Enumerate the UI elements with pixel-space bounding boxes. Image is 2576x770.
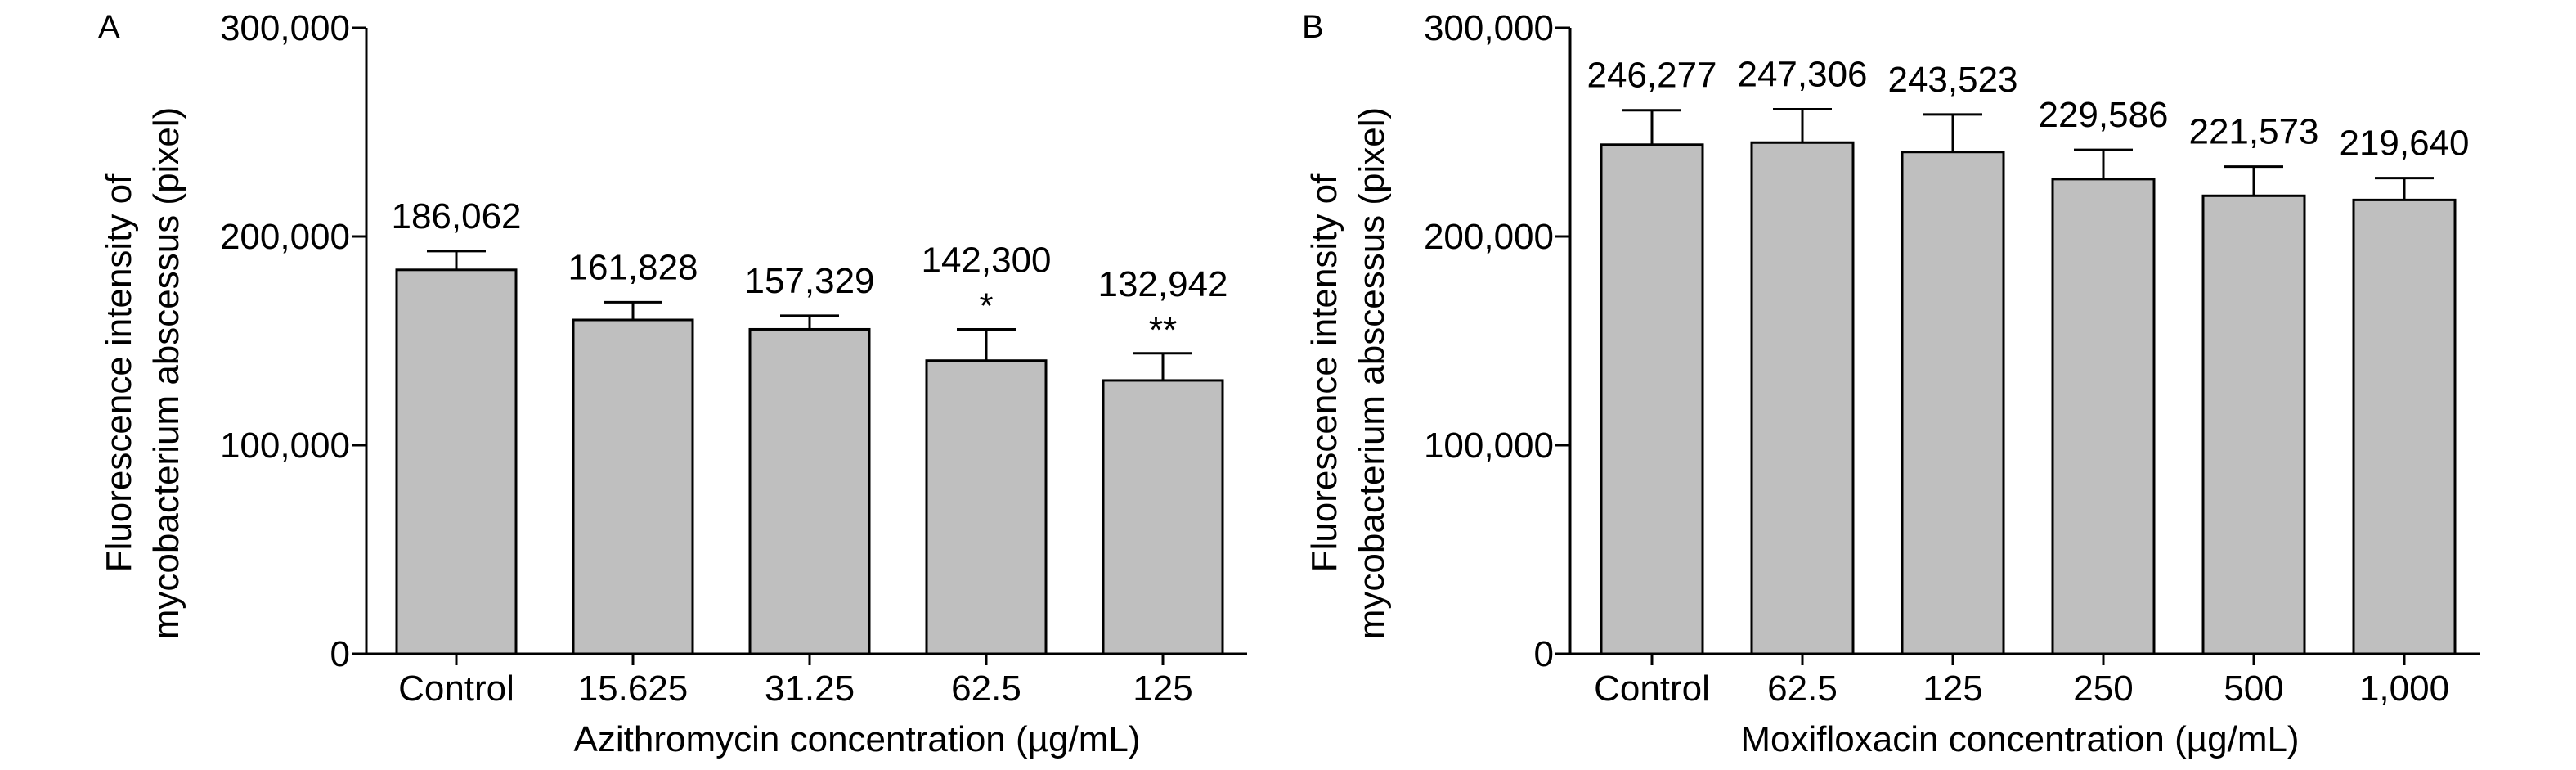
bar [1600, 143, 1704, 655]
bar-value-label: 219,640 [2339, 124, 2469, 164]
y-axis-title-line1: Fluorescence intensity of [1304, 173, 1344, 572]
x-tick-label: Control [1594, 669, 1710, 709]
panel-a-chart: A 0 100,000 200,000 300,000 Fluorescence inte… [98, 8, 1247, 759]
significance-marker: * [979, 286, 993, 326]
bar-value-label: 142,300 [921, 240, 1051, 280]
bar [395, 268, 518, 655]
bar [1102, 379, 1224, 655]
bar [1901, 151, 2005, 655]
y-tick-label: 100,000 [1424, 426, 1554, 466]
x-tick-label: 15.625 [578, 669, 689, 709]
bar-value-label: 229,586 [2038, 95, 2168, 135]
y-axis-title-line2: mycobacterium abscessus (pixel) [146, 107, 186, 639]
x-tick-label: 1,000 [2359, 669, 2449, 709]
bar [572, 318, 694, 655]
bar-value-label: 157,329 [744, 261, 874, 301]
bar [2201, 194, 2306, 655]
y-tick-label: 300,000 [220, 8, 350, 48]
x-axis-title: Moxifloxacin concentration (µg/mL) [1740, 719, 2299, 759]
x-tick-label: 31.25 [765, 669, 855, 709]
y-tick-label: 0 [330, 634, 350, 674]
x-tick-label: 500 [2224, 669, 2283, 709]
bar-value-label: 186,062 [391, 196, 521, 236]
x-tick-label: 250 [2073, 669, 2133, 709]
bar-value-label: 246,277 [1586, 56, 1717, 96]
significance-marker: ** [1149, 310, 1177, 350]
y-tick-label: 300,000 [1424, 8, 1554, 48]
panel-letter: B [1302, 9, 1324, 45]
x-tick-label: Control [398, 669, 514, 709]
x-tick-label: 62.5 [951, 669, 1021, 709]
bar-value-label: 243,523 [1887, 60, 2017, 100]
x-axis-title: Azithromycin concentration (µg/mL) [574, 719, 1141, 759]
x-tick-label: 125 [1133, 669, 1192, 709]
bar [925, 359, 1048, 655]
y-axis-title-line2: mycobacterium abscessus (pixel) [1352, 107, 1392, 639]
y-tick-label: 100,000 [220, 426, 350, 466]
bar-value-label: 161,828 [568, 247, 698, 287]
x-tick-label: 62.5 [1767, 669, 1838, 709]
bar-value-label: 221,573 [2188, 112, 2318, 152]
y-tick-label: 0 [1534, 634, 1554, 674]
bar [748, 327, 871, 655]
bar-value-label: 132,942 [1097, 264, 1227, 304]
y-axis-title-line1: Fluorescence intensity of [99, 173, 139, 572]
bar-value-label: 247,306 [1737, 54, 1867, 94]
panel-b-chart: B 0 100,000 200,000 300,000 Fluorescence inte… [1302, 8, 2480, 759]
bar [1750, 141, 1855, 655]
y-tick-label: 200,000 [1424, 217, 1554, 257]
bar [2051, 178, 2156, 655]
x-tick-label: 125 [1923, 669, 1982, 709]
panel-letter: A [98, 9, 120, 45]
y-tick-label: 200,000 [220, 217, 350, 257]
bar [2352, 198, 2457, 655]
